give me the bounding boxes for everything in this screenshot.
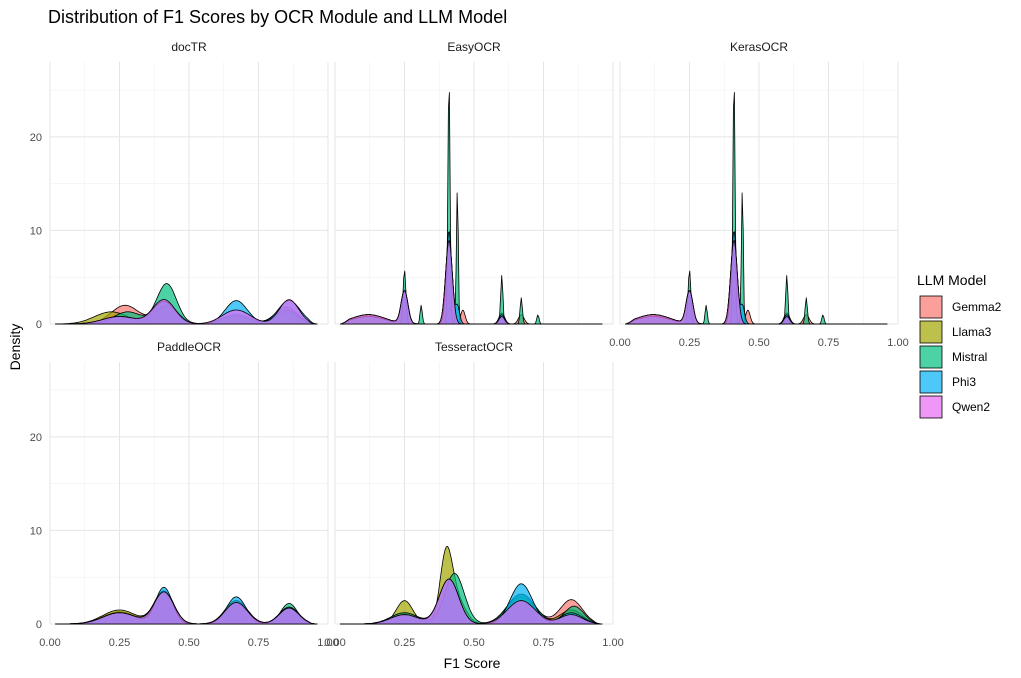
legend-item-qwen2: Qwen2: [919, 395, 990, 419]
facet-strip-label: docTR: [171, 40, 207, 54]
density-llama3: [340, 240, 603, 325]
legend-item-llama3: Llama3: [919, 320, 992, 344]
y-tick-label: 0: [36, 619, 42, 631]
x-tick-label: 0.00: [324, 637, 345, 649]
legend: LLM Model Gemma2 Llama3 Mistral Phi3 Qwen2: [917, 272, 1002, 419]
chart-title: Distribution of F1 Scores by OCR Module …: [48, 7, 507, 27]
density-qwen2: [55, 299, 318, 325]
y-tick-label: 10: [30, 225, 42, 237]
x-tick-label: 1.00: [887, 337, 908, 349]
y-axis-title: Density: [7, 324, 23, 371]
y-tick-label: 0: [36, 319, 42, 331]
legend-key-gemma2: [919, 295, 943, 319]
x-tick-label: 0.50: [178, 637, 199, 649]
legend-key-qwen2: [919, 395, 943, 419]
density-qwen2: [340, 578, 603, 625]
grid: [49, 62, 329, 325]
facet-strip-label: PaddleOCR: [157, 340, 221, 354]
density-layer: [340, 545, 603, 625]
legend-label: Qwen2: [952, 400, 990, 414]
density-mistral: [625, 92, 888, 325]
x-tick-label: 0.75: [818, 337, 839, 349]
y-tick-label: 10: [30, 525, 42, 537]
density-qwen2: [340, 240, 603, 325]
density-layer: [55, 283, 318, 325]
grid: [49, 362, 329, 625]
density-phi3: [340, 231, 603, 325]
legend-key-mistral: [919, 345, 943, 369]
x-tick-label: 0.00: [609, 337, 630, 349]
density-gemma2: [625, 240, 888, 325]
legend-item-mistral: Mistral: [919, 345, 987, 369]
legend-title: LLM Model: [917, 272, 986, 288]
density-layer: [55, 586, 318, 625]
facet-kerasocr: KerasOCR 0.00 0.25 0.50 0.75 1.00: [609, 40, 908, 349]
legend-label: Phi3: [952, 375, 976, 389]
density-qwen2: [625, 240, 888, 325]
x-tick-label: 0.75: [533, 637, 554, 649]
y-tick-label: 20: [30, 432, 42, 444]
density-layer: [340, 92, 603, 325]
density-gemma2: [340, 240, 603, 325]
facet-doctr: docTR 0 10 20: [30, 40, 329, 331]
grid: [334, 62, 614, 325]
legend-label: Mistral: [952, 350, 987, 364]
density-mistral: [340, 92, 603, 325]
grid: [334, 362, 614, 625]
x-tick-label: 0.25: [394, 637, 415, 649]
x-tick-label: 0.00: [39, 637, 60, 649]
x-tick-label: 0.50: [463, 637, 484, 649]
x-tick-label: 0.25: [679, 337, 700, 349]
x-tick-label: 1.00: [317, 637, 338, 649]
density-phi3: [625, 231, 888, 325]
facet-strip-label: TesseractOCR: [435, 340, 513, 354]
facet-strip-label: EasyOCR: [447, 40, 501, 54]
legend-item-gemma2: Gemma2: [919, 295, 1002, 319]
facet-paddleocr: PaddleOCR 0 10 20 0.00 0.25 0.50 0.75 1.00: [30, 340, 339, 649]
legend-label: Gemma2: [952, 300, 1002, 314]
density-qwen2: [55, 591, 318, 625]
legend-label: Llama3: [952, 325, 992, 339]
x-tick-label: 0.50: [748, 337, 769, 349]
legend-item-phi3: Phi3: [919, 370, 976, 394]
facet-strip-label: KerasOCR: [730, 40, 788, 54]
density-layer: [625, 92, 888, 325]
legend-key-llama3: [919, 320, 943, 344]
facet-easyocr: EasyOCR: [334, 40, 614, 325]
x-tick-label: 0.75: [248, 637, 269, 649]
grid: [619, 62, 899, 325]
facet-panels: docTR 0 10 20 EasyOCR KerasOCR 0.00 0.25 0.50 0.7…: [30, 40, 909, 649]
x-tick-label: 1.00: [602, 637, 623, 649]
x-tick-label: 0.25: [109, 637, 130, 649]
density-llama3: [625, 240, 888, 325]
legend-key-phi3: [919, 370, 943, 394]
y-tick-label: 20: [30, 132, 42, 144]
x-axis-title: F1 Score: [444, 655, 501, 671]
facet-tesseractocr: TesseractOCR 0.00 0.25 0.50 0.75 1.00: [324, 340, 623, 649]
